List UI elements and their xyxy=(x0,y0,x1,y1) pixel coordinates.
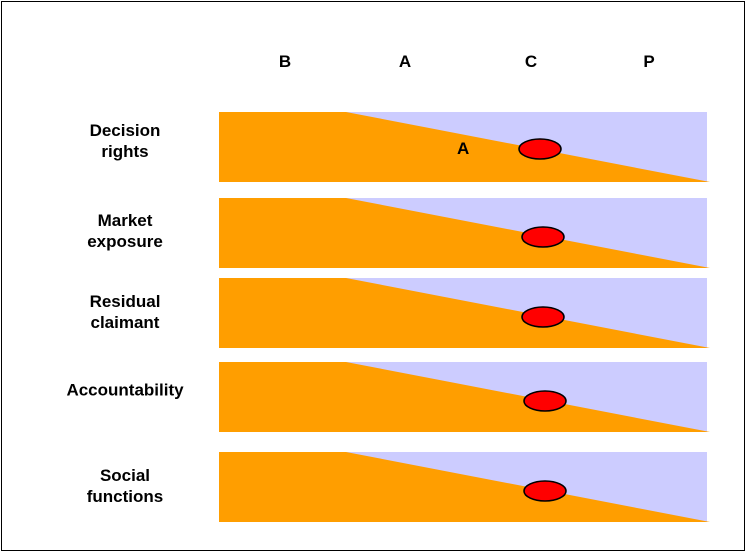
column-header-b: B xyxy=(278,52,292,71)
position-marker-4 xyxy=(522,479,567,502)
marker-ellipse xyxy=(521,305,565,328)
row-label-3: Accountability xyxy=(40,380,210,401)
annotation-label: A xyxy=(457,139,470,158)
column-header-a: A xyxy=(398,52,412,71)
marker-ellipse xyxy=(518,137,562,160)
scale-band-4 xyxy=(219,452,710,524)
row-label-line: Market xyxy=(97,211,153,230)
row-label-0: Decision rights xyxy=(40,120,210,162)
scale-band-svg xyxy=(219,452,710,522)
row-label-2: Residual claimant xyxy=(40,291,210,333)
position-marker-0 xyxy=(518,137,562,160)
row-label-4: Social functions xyxy=(40,465,210,507)
marker-ellipse xyxy=(522,389,567,412)
scale-band-svg xyxy=(219,278,710,348)
position-marker-1 xyxy=(521,225,565,248)
position-marker-2 xyxy=(521,305,565,328)
row-label-line: Decision xyxy=(89,121,161,140)
scale-band-svg xyxy=(219,362,710,432)
scale-band-3 xyxy=(219,362,710,434)
column-header-p: P xyxy=(643,52,655,71)
row-label-line: Social xyxy=(99,466,151,485)
marker-ellipse xyxy=(522,479,567,502)
scale-band-svg xyxy=(219,112,710,182)
row-label-line: Residual xyxy=(89,292,161,311)
row-label-line: exposure xyxy=(87,232,163,251)
scale-band-0 xyxy=(219,112,710,184)
orange-wedge xyxy=(219,112,710,182)
row-label-line: functions xyxy=(86,487,164,506)
orange-wedge xyxy=(219,452,710,522)
column-header-c: C xyxy=(524,52,538,71)
row-label-line: claimant xyxy=(90,313,160,332)
scale-band-svg xyxy=(219,198,710,268)
position-marker-3 xyxy=(522,389,567,412)
orange-wedge xyxy=(219,198,710,268)
marker-ellipse xyxy=(521,225,565,248)
row-label-line: rights xyxy=(101,142,149,161)
row-label-1: Market exposure xyxy=(40,210,210,252)
row-label-line: Accountability xyxy=(66,380,184,400)
scale-band-1 xyxy=(219,198,710,270)
orange-wedge xyxy=(219,278,710,348)
orange-wedge xyxy=(219,362,710,432)
scale-band-2 xyxy=(219,278,710,350)
